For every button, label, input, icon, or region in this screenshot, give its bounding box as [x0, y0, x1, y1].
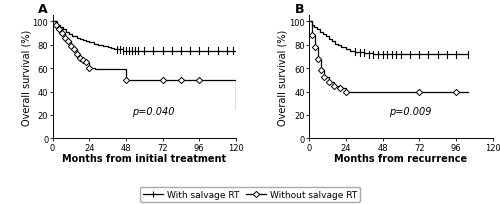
Text: p=0.040: p=0.040: [132, 107, 174, 117]
X-axis label: Months from recurrence: Months from recurrence: [334, 153, 468, 163]
Text: B: B: [294, 3, 304, 16]
Y-axis label: Overall survival (%): Overall survival (%): [278, 30, 288, 125]
Text: p=0.009: p=0.009: [389, 107, 432, 117]
Legend: With salvage RT, Without salvage RT: With salvage RT, Without salvage RT: [140, 187, 360, 202]
Text: A: A: [38, 3, 48, 16]
X-axis label: Months from initial treatment: Months from initial treatment: [62, 153, 226, 163]
Y-axis label: Overall survival (%): Overall survival (%): [21, 30, 31, 125]
